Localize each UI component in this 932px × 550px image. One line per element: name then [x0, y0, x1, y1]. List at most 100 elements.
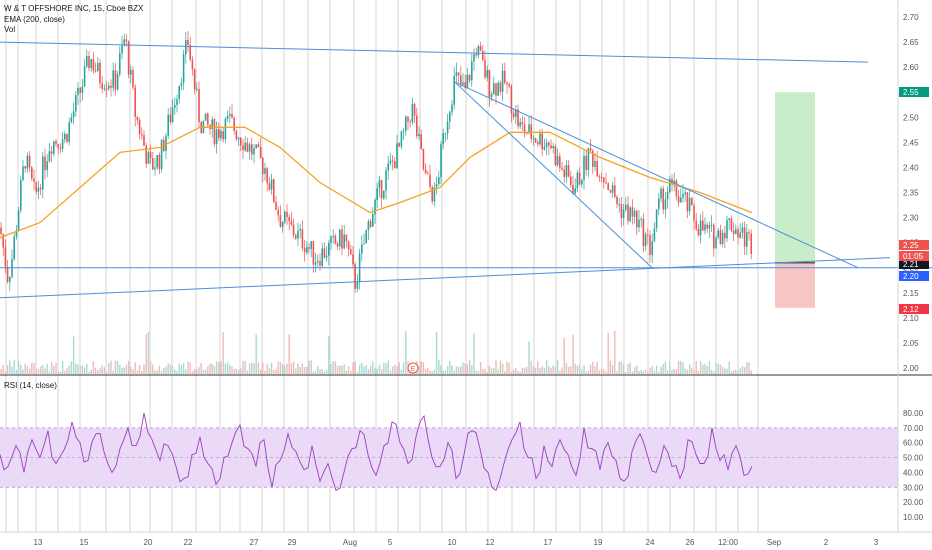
candle — [664, 199, 667, 210]
candle — [39, 187, 42, 190]
candle — [565, 165, 568, 177]
trend-lines[interactable] — [0, 41, 932, 299]
candle — [631, 207, 634, 217]
rsi-legend[interactable]: RSI (14, close) — [4, 381, 57, 390]
candle — [578, 172, 581, 185]
candle — [319, 261, 321, 266]
volume-bar — [383, 362, 385, 374]
candle — [708, 224, 711, 229]
candle — [486, 70, 488, 78]
ema-legend[interactable]: EMA (200, close) — [4, 15, 65, 24]
volume-bar — [636, 365, 638, 374]
price-badge — [899, 271, 929, 281]
volume-bar — [279, 362, 282, 374]
candle — [193, 69, 196, 90]
volume-bar — [724, 368, 726, 374]
ema-line[interactable] — [0, 126, 753, 239]
candle — [187, 40, 189, 45]
candle — [521, 122, 524, 125]
earnings-marker[interactable] — [407, 362, 419, 374]
price-badge-label: 2.55 — [903, 88, 919, 97]
candle — [50, 151, 53, 154]
time-tick-label: 22 — [184, 538, 193, 547]
volume-bar — [347, 366, 350, 374]
volume-bar — [248, 363, 251, 374]
candle — [204, 113, 207, 121]
candle — [554, 146, 557, 165]
time-tick-label: Sep — [767, 538, 782, 547]
price-panel[interactable] — [0, 0, 898, 374]
candle — [607, 183, 609, 191]
volume-bar — [682, 362, 684, 374]
candle — [677, 196, 680, 203]
candle — [488, 70, 491, 98]
volume-bar — [490, 368, 493, 374]
candles[interactable] — [0, 30, 752, 293]
candle — [339, 229, 341, 247]
volume-bar — [662, 363, 664, 374]
candle — [22, 166, 24, 181]
volume-bar — [319, 369, 321, 374]
candle — [334, 235, 337, 244]
price-axis[interactable]: 2.70 2.65 2.60 2.55 2.50 2.45 2.40 2.35 2.30 2.25… — [903, 13, 919, 373]
candle — [730, 218, 733, 231]
volume-bar — [576, 365, 579, 374]
rsi-axis[interactable]: 80.00 70.00 60.00 50.00 40.00 30.00 20.00 10.00 — [903, 409, 924, 522]
volume-bar — [563, 338, 565, 374]
volume-bar — [136, 370, 139, 374]
volume-bar — [103, 367, 106, 374]
volume-bar — [70, 361, 73, 374]
price-tick-label: 2.15 — [903, 289, 919, 298]
volume-bar — [627, 364, 629, 374]
rsi-tick-label: 40.00 — [903, 468, 924, 477]
volume-bar — [686, 369, 689, 374]
candle — [479, 46, 482, 51]
volume-bar — [255, 334, 257, 374]
position-zones[interactable] — [775, 92, 815, 308]
ema-200-line — [0, 126, 753, 239]
candle — [732, 230, 735, 235]
volume-bar — [147, 331, 150, 374]
candle — [627, 204, 629, 222]
volume-bar — [163, 368, 165, 374]
rsi-band — [0, 427, 898, 488]
volume-bar — [669, 361, 671, 374]
volume-bar — [552, 365, 554, 374]
volume-bar — [79, 365, 81, 374]
candle — [152, 158, 154, 170]
candle — [435, 184, 438, 188]
volume-bar — [218, 362, 220, 374]
volume-bar — [442, 371, 444, 374]
volume-bar — [741, 366, 744, 374]
volume-bar — [534, 367, 537, 374]
candle — [290, 220, 293, 225]
candle — [123, 39, 125, 46]
volume-bar — [9, 360, 11, 374]
time-axis[interactable]: 13 15 20 22 27 29 Aug 5 10 12 17 19 24 26 12:00 Sep 2 3 — [34, 538, 879, 547]
volume-bar — [435, 332, 438, 374]
volume-bar — [110, 360, 112, 374]
candle — [424, 169, 427, 174]
candle — [367, 221, 370, 231]
volume-bar — [301, 363, 304, 374]
volume-bar — [418, 365, 420, 374]
vol-legend[interactable]: Vol — [4, 25, 15, 34]
volume-bar — [616, 371, 618, 374]
volume-bar — [165, 366, 167, 374]
volume-bar — [237, 369, 240, 374]
rsi-series[interactable] — [0, 412, 898, 491]
volume-bar — [48, 371, 51, 374]
volume-bar — [486, 371, 488, 374]
candle — [475, 54, 477, 56]
candle — [17, 210, 20, 231]
volume-bar — [143, 364, 145, 374]
candle — [473, 54, 475, 62]
candle — [444, 133, 447, 135]
volume-bar — [482, 368, 484, 374]
volume-bar — [658, 371, 660, 374]
volume-bar — [677, 360, 680, 374]
volume-bar — [330, 363, 332, 374]
time-tick-label: 2 — [824, 538, 829, 547]
